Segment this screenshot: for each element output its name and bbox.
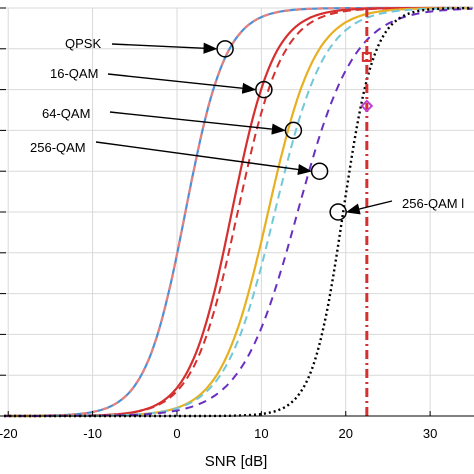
x-tick-label: 20 [339, 426, 353, 441]
x-tick-label: -10 [83, 426, 102, 441]
annotation-label: 16-QAM [50, 66, 98, 81]
annotations: QPSK 16-QAM 64-QAM 256-QAM 256-QAM l [30, 36, 464, 221]
diamond-marker [360, 99, 374, 113]
annotation-arrow [345, 200, 393, 215]
annotation-label: 256-QAM [30, 140, 86, 155]
annotation-label: 256-QAM l [402, 196, 464, 211]
threshold-line-group [360, 8, 374, 416]
annotation-circle [284, 121, 303, 140]
x-tick-label: 0 [173, 426, 180, 441]
x-axis-label: SNR [dB] [205, 453, 268, 470]
square-marker [361, 51, 372, 62]
annotation-circle [216, 40, 234, 58]
annotation-arrow [107, 73, 257, 94]
annotation-label: 64-QAM [42, 106, 90, 121]
annotation-circle [329, 203, 347, 221]
annotation-arrow [109, 111, 286, 135]
axes: -20 -10 0 10 20 30 [0, 7, 474, 441]
x-tick-label: 30 [423, 426, 437, 441]
annotation-arrow [95, 141, 312, 176]
annotation-circle [255, 80, 273, 99]
annotation-label: QPSK [65, 36, 101, 51]
annotation-arrow [111, 42, 218, 54]
x-tick-label: -20 [0, 426, 18, 441]
grid [0, 7, 474, 417]
x-tick-label: 10 [254, 426, 268, 441]
annotation-circle [310, 162, 329, 180]
